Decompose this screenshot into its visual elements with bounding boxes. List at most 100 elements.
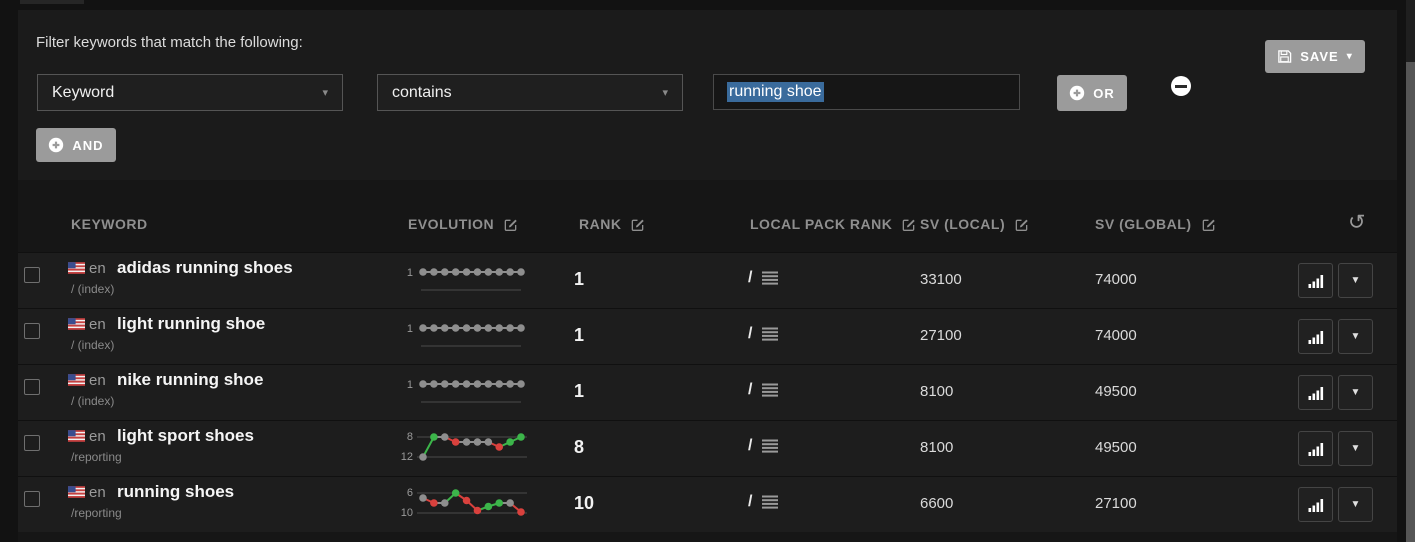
chart-button[interactable] xyxy=(1298,263,1333,298)
filter-field-dropdown[interactable]: Keyword ▾ xyxy=(37,74,343,111)
keyword-path: /reporting xyxy=(71,450,122,464)
row-dropdown-button[interactable]: ▼ xyxy=(1338,431,1373,466)
us-flag-icon xyxy=(68,430,85,442)
keyword-label[interactable]: nike running shoe xyxy=(117,370,263,390)
evolution-axis-bottom-label: 12 xyxy=(395,451,413,463)
keyword-label[interactable]: running shoes xyxy=(117,482,234,502)
us-flag-icon xyxy=(68,318,85,330)
local-pack-rank-value: / xyxy=(748,381,752,399)
list-icon[interactable] xyxy=(762,271,778,285)
table-row: en adidas running shoes / (index) 1 1 / … xyxy=(18,252,1397,308)
evolution-axis-top-label: 1 xyxy=(395,379,413,391)
rank-value: 1 xyxy=(574,325,618,346)
locale-label: en xyxy=(89,372,106,389)
row-dropdown-button[interactable]: ▼ xyxy=(1338,487,1373,522)
sparkline-chart xyxy=(417,427,527,467)
local-pack-rank-value: / xyxy=(748,269,752,287)
evolution-axis-top-label: 1 xyxy=(395,323,413,335)
keyword-path: / (index) xyxy=(71,394,114,408)
rank-value: 1 xyxy=(574,381,618,402)
and-button[interactable]: AND xyxy=(36,128,116,162)
or-button[interactable]: OR xyxy=(1057,75,1127,111)
evolution-sparkline: 8 12 xyxy=(395,425,535,471)
refresh-icon[interactable]: ↺ xyxy=(1348,210,1366,235)
row-checkbox[interactable] xyxy=(24,267,40,283)
sv-global-value: 74000 xyxy=(1095,271,1137,288)
row-checkbox[interactable] xyxy=(24,323,40,339)
filter-operator-value: contains xyxy=(392,84,452,102)
sv-local-value: 8100 xyxy=(920,383,953,400)
locale-label: en xyxy=(89,428,106,445)
row-dropdown-button[interactable]: ▼ xyxy=(1338,319,1373,354)
sv-local-value: 27100 xyxy=(920,327,962,344)
rank-value: 1 xyxy=(574,269,618,290)
keyword-path: / (index) xyxy=(71,338,114,352)
bar-chart-icon xyxy=(1308,274,1324,288)
evolution-axis-top-label: 8 xyxy=(395,431,413,443)
bar-chart-icon xyxy=(1308,442,1324,456)
list-icon[interactable] xyxy=(762,495,778,509)
sv-local-value: 33100 xyxy=(920,271,962,288)
keyword-label[interactable]: light running shoe xyxy=(117,314,265,334)
row-checkbox[interactable] xyxy=(24,435,40,451)
list-icon[interactable] xyxy=(762,383,778,397)
filter-operator-dropdown[interactable]: contains ▾ xyxy=(377,74,683,111)
local-pack-rank-cell: / xyxy=(748,269,778,287)
sv-global-value: 27100 xyxy=(1095,495,1137,512)
caret-down-icon: ▼ xyxy=(1351,387,1361,398)
list-icon[interactable] xyxy=(762,439,778,453)
filter-field-value: Keyword xyxy=(52,84,114,102)
table-row: en light sport shoes /reporting 8 12 8 /… xyxy=(18,420,1397,476)
filter-value-input[interactable]: running shoe xyxy=(713,74,1020,110)
keywords-table: KEYWORD EVOLUTION RANK LOCAL PACK RANK S xyxy=(18,180,1397,542)
chevron-down-icon: ▾ xyxy=(662,86,668,99)
column-header-sv-local: SV (LOCAL) xyxy=(920,216,1029,232)
edit-column-icon[interactable] xyxy=(503,217,518,232)
local-pack-rank-value: / xyxy=(748,325,752,343)
locale-label: en xyxy=(89,260,106,277)
row-dropdown-button[interactable]: ▼ xyxy=(1338,375,1373,410)
column-header-evolution: EVOLUTION xyxy=(408,216,518,232)
sparkline-chart xyxy=(417,371,527,411)
column-header-local-pack-rank: LOCAL PACK RANK xyxy=(750,216,916,232)
local-pack-rank-cell: / xyxy=(748,493,778,511)
edit-column-icon[interactable] xyxy=(1201,217,1216,232)
sparkline-chart xyxy=(417,315,527,355)
evolution-axis-top-label: 1 xyxy=(395,267,413,279)
chart-button[interactable] xyxy=(1298,487,1333,522)
sv-local-value: 6600 xyxy=(920,495,953,512)
table-row: en light running shoe / (index) 1 1 / 27… xyxy=(18,308,1397,364)
bar-chart-icon xyxy=(1308,498,1324,512)
edit-column-icon[interactable] xyxy=(630,217,645,232)
or-button-label: OR xyxy=(1093,86,1115,101)
chart-button[interactable] xyxy=(1298,375,1333,410)
evolution-sparkline: 6 10 xyxy=(395,481,535,527)
column-header-sv-global: SV (GLOBAL) xyxy=(1095,216,1216,232)
scrollbar-track[interactable] xyxy=(1406,0,1415,542)
row-dropdown-button[interactable]: ▼ xyxy=(1338,263,1373,298)
list-icon[interactable] xyxy=(762,327,778,341)
keyword-label[interactable]: light sport shoes xyxy=(117,426,254,446)
caret-down-icon: ▼ xyxy=(1351,275,1361,286)
row-checkbox[interactable] xyxy=(24,491,40,507)
caret-down-icon: ▼ xyxy=(1351,331,1361,342)
chart-button[interactable] xyxy=(1298,431,1333,466)
filter-title: Filter keywords that match the following… xyxy=(36,34,303,51)
chart-button[interactable] xyxy=(1298,319,1333,354)
keyword-filter-panel: Filter keywords that match the following… xyxy=(18,10,1397,542)
save-button[interactable]: SAVE ▾ xyxy=(1265,40,1365,73)
scrollbar-thumb[interactable] xyxy=(1406,62,1415,542)
row-checkbox[interactable] xyxy=(24,379,40,395)
remove-condition-button[interactable] xyxy=(1171,76,1191,96)
local-pack-rank-cell: / xyxy=(748,381,778,399)
local-pack-rank-cell: / xyxy=(748,437,778,455)
sparkline-chart xyxy=(417,259,527,299)
save-floppy-icon xyxy=(1277,49,1292,64)
edit-column-icon[interactable] xyxy=(1014,217,1029,232)
keyword-label[interactable]: adidas running shoes xyxy=(117,258,293,278)
evolution-sparkline: 1 xyxy=(395,257,535,303)
edit-column-icon[interactable] xyxy=(901,217,916,232)
local-pack-rank-cell: / xyxy=(748,325,778,343)
sv-local-value: 8100 xyxy=(920,439,953,456)
locale-label: en xyxy=(89,316,106,333)
